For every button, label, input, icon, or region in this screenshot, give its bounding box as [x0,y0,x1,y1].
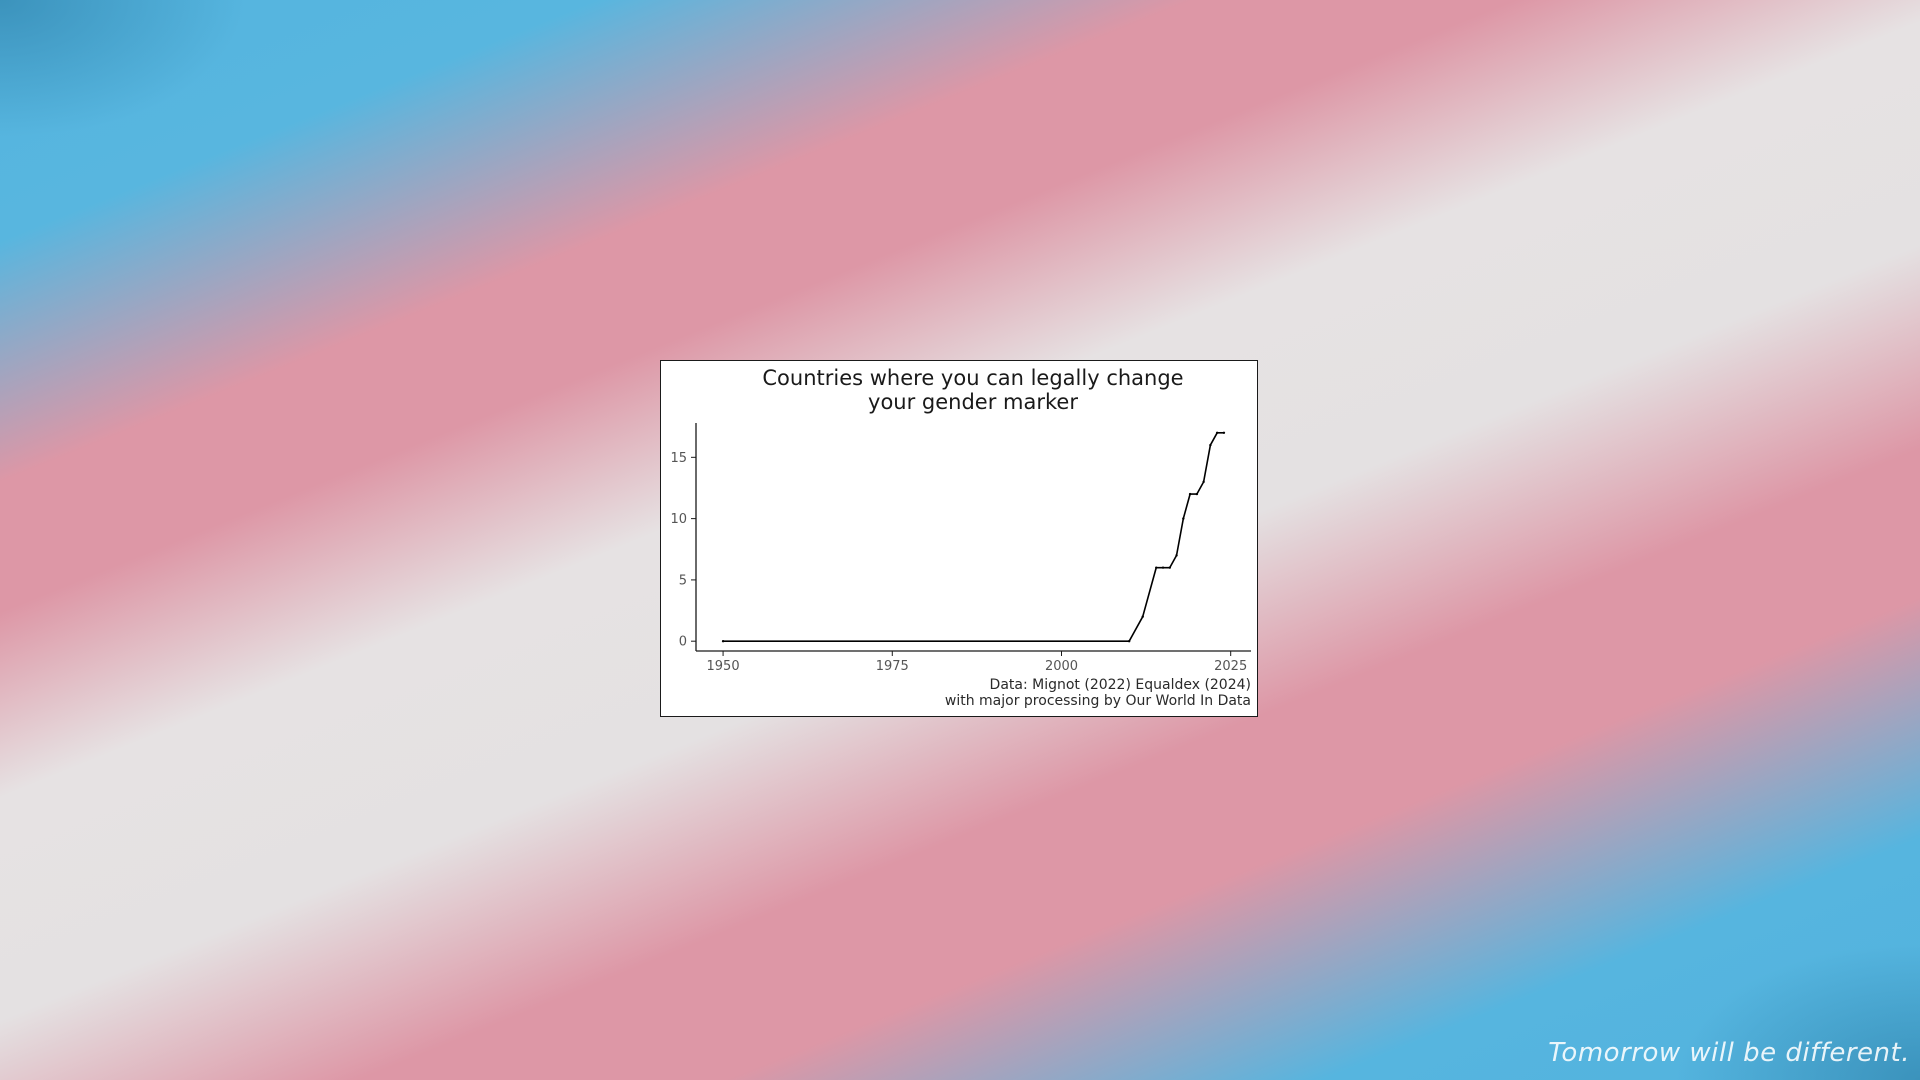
y-tick-label: 0 [679,635,687,650]
y-tick-label: 15 [670,451,687,466]
chart-title-line-1: Countries where you can legally change [762,366,1183,390]
chart-caption-line-2: with major processing by Our World In Da… [945,693,1251,709]
data-point [1141,615,1144,618]
data-point [1202,480,1205,484]
y-tick-label: 10 [670,512,687,527]
data-point [1168,566,1171,569]
data-point [1222,431,1226,435]
data-point [1161,566,1165,569]
data-point [1155,566,1158,569]
x-tick-label: 1975 [876,659,909,674]
data-point [1195,492,1199,496]
y-axis-ticks: 0 5 10 15 [670,451,696,650]
data-point [721,639,725,643]
chart-card: Countries where you can legally change y… [660,360,1258,717]
data-point [1127,639,1131,643]
data-point [1215,431,1219,435]
data-points [721,431,1226,643]
x-tick-label: 1950 [707,659,740,674]
data-point [1175,554,1178,557]
data-point [1209,443,1212,447]
chart-caption-line-1: Data: Mignot (2022) Equaldex (2024) [990,677,1251,693]
x-tick-label: 2025 [1214,659,1247,674]
x-tick-label: 2000 [1045,659,1078,674]
data-point [1188,492,1192,496]
y-tick-label: 5 [679,573,687,588]
data-point [1182,517,1185,520]
x-axis-ticks: 1950 1975 2000 2025 [707,651,1247,674]
series-line [723,432,1224,642]
tagline-text: Tomorrow will be different. [1548,1038,1910,1068]
chart-title-line-2: your gender marker [868,390,1078,414]
line-chart: Countries where you can legally change y… [670,366,1251,709]
